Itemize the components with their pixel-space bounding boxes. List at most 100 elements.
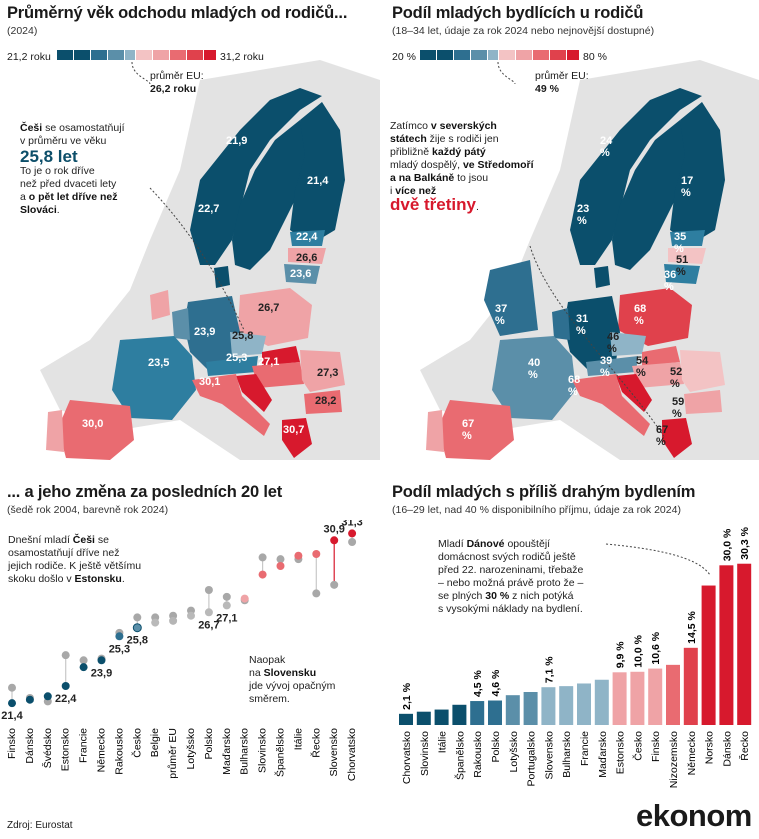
country-norway	[570, 88, 702, 265]
label-spain: 30,0	[82, 418, 104, 430]
note-text: opouštějí	[504, 538, 551, 550]
label-hungary: 54 %	[636, 355, 649, 379]
data-label: 25,8	[127, 635, 148, 647]
x-tick-label: Polsko	[490, 731, 502, 763]
x-tick-label: Řecko	[738, 731, 751, 761]
panel2-legend-scale	[420, 50, 579, 85]
country-austria	[586, 356, 638, 376]
bar	[399, 713, 413, 725]
panel4-note: Mladí Dánové opouštějí domácnost svých r…	[438, 538, 608, 616]
note-text: jde vývoj opačným	[249, 680, 336, 692]
panel1-subtitle: (2024)	[7, 25, 38, 37]
panel2-title: Podíl mladých bydlících u rodičů	[392, 4, 644, 22]
note-emph: Slovensku	[263, 667, 317, 679]
note-text: se osamostatňují	[42, 122, 125, 134]
data-label: 30,9	[323, 523, 344, 535]
country-spain	[438, 400, 514, 460]
note-text: z nich potýká	[509, 590, 574, 602]
country-sweden	[612, 120, 690, 270]
x-tick-label: Belgie	[149, 728, 161, 757]
label-lithuania: 23,6	[290, 268, 312, 280]
label-finland: 17 %	[681, 175, 694, 199]
x-tick-label: Estonsko	[60, 728, 72, 771]
panel3-subtitle: (šedě rok 2004, barevně rok 2024)	[7, 504, 169, 516]
bar-value-label: 30,0 %	[721, 528, 733, 561]
bar	[452, 704, 467, 725]
note-text: To je o rok dříve	[20, 165, 95, 177]
dot-2024	[61, 682, 70, 690]
bar	[719, 565, 734, 725]
bar	[577, 683, 591, 725]
bar-value-label: 14,5 %	[686, 610, 698, 643]
note-emph-blue: každý pátý	[432, 146, 486, 158]
country-czechia	[230, 332, 266, 356]
panel1-legend-max: 31,2 roku	[220, 51, 264, 63]
bar	[648, 668, 663, 725]
label-austria: 39 %	[600, 355, 613, 379]
legend-swatch	[420, 50, 436, 60]
dot-2024	[97, 656, 106, 665]
label-greece: 30,7	[283, 424, 305, 436]
panel2-legend-max: 80 %	[583, 51, 607, 63]
note-emph: o pět let dříve než	[28, 191, 118, 203]
panel2-note: Zatímco v severských státech žije s rodi…	[390, 120, 560, 214]
legend-swatch	[488, 50, 498, 60]
x-tick-label: Chorvatsko	[346, 728, 358, 781]
note-emph: ve Středomoří	[462, 159, 534, 171]
label-lithuania: 36 %	[664, 269, 677, 293]
label-italy: 68 %	[568, 374, 581, 398]
bar	[416, 711, 431, 725]
bar	[737, 563, 752, 725]
note-text: směrem.	[249, 693, 290, 705]
dot-2024	[43, 692, 52, 701]
label-germany: 31 %	[576, 313, 589, 337]
dot-2024	[169, 616, 178, 625]
note-text: .	[475, 201, 479, 213]
bar-chart: 2,1 % Chorvatsko Slovinsko Itálie Španělsko 4…	[399, 526, 752, 788]
legend-swatch	[567, 50, 579, 60]
country-germany	[184, 296, 240, 370]
dot-2004	[79, 656, 88, 665]
x-tick-label: Řecko	[309, 728, 322, 758]
note-text: jejich rodiče. K ještě většímu	[8, 560, 142, 572]
dot-2024	[187, 611, 195, 620]
legend-swatch	[57, 50, 73, 60]
panel2-eu-avg: průměr EU: 49 %	[535, 70, 589, 96]
x-tick-label: Francie	[78, 728, 90, 763]
dot-chart: Finsko Dánsko Švédsko Estonsko Francie Německ…	[1, 520, 363, 781]
dot-2024	[204, 608, 213, 617]
note-connector	[605, 543, 711, 576]
x-tick-label: Španělsko	[274, 728, 287, 777]
x-tick-label: Slovinsko	[419, 731, 431, 776]
x-tick-label: Rakousko	[472, 731, 484, 778]
legend-swatch	[437, 50, 453, 60]
x-tick-label: Maďarsko	[221, 728, 233, 775]
country-slovakia	[642, 346, 680, 366]
note-text: Zatímco	[390, 120, 431, 132]
panel1-legend-min: 21,2 roku	[7, 51, 51, 63]
dot-2004	[348, 538, 357, 546]
bar	[701, 585, 716, 725]
x-tick-label: Maďarsko	[597, 731, 609, 778]
legend-swatch	[187, 50, 203, 60]
label-latvia: 51 %	[676, 254, 689, 278]
data-label: 26,7	[198, 619, 219, 631]
x-tick-label: Německo	[96, 728, 108, 773]
dot-2024	[222, 601, 231, 610]
label-hungary: 27,1	[258, 356, 280, 368]
panel3-note2: Naopak na Slovensku jde vývoj opačným sm…	[249, 654, 359, 706]
dot-2024	[79, 663, 88, 672]
country-norway	[190, 88, 322, 265]
country-italy	[192, 374, 270, 436]
country-austria	[206, 356, 258, 376]
label-bulgaria: 28,2	[315, 395, 337, 407]
note-emph: státech	[390, 133, 427, 145]
bar-value-label: 30,3 %	[739, 526, 751, 559]
note-text: – nebo možná právě proto že –	[438, 577, 584, 589]
bar-value-label: 4,5 %	[472, 670, 484, 698]
panel1-title: Průměrný věk odchodu mladých od rodičů..…	[7, 4, 348, 22]
panel1-eu-avg: průměr EU: 26,2 roku	[150, 70, 204, 96]
label-czechia: 46 %	[607, 331, 620, 355]
legend-swatch	[170, 50, 186, 60]
country-croatia	[236, 374, 272, 412]
